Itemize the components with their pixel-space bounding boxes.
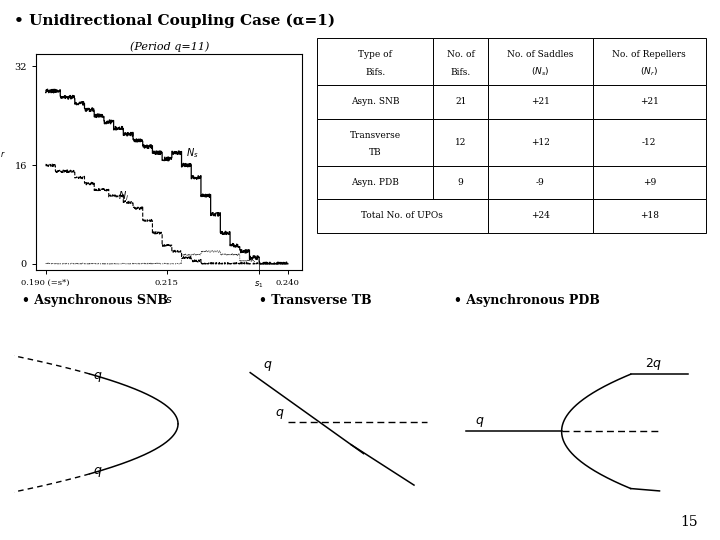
- Text: Total No. of UPOs: Total No. of UPOs: [361, 212, 444, 220]
- Text: Asyn. PDB: Asyn. PDB: [351, 178, 399, 187]
- Title: (Period q=11): (Period q=11): [130, 41, 209, 52]
- Text: +18: +18: [640, 212, 659, 220]
- Text: No. of Saddles: No. of Saddles: [507, 50, 574, 59]
- Bar: [433, 166, 488, 199]
- Bar: [593, 166, 706, 199]
- Text: $q$: $q$: [93, 370, 102, 384]
- Text: • Asynchronous SNB: • Asynchronous SNB: [22, 294, 168, 307]
- Bar: [593, 85, 706, 119]
- Text: +12: +12: [531, 138, 550, 147]
- Bar: [433, 85, 488, 119]
- Text: Bifs.: Bifs.: [451, 68, 471, 77]
- Bar: [488, 85, 593, 119]
- Bar: [317, 85, 433, 119]
- Text: No. of: No. of: [447, 50, 474, 59]
- Text: Bifs.: Bifs.: [365, 68, 385, 77]
- Text: $q$: $q$: [275, 407, 285, 421]
- Text: -9: -9: [536, 178, 545, 187]
- Bar: [317, 199, 488, 233]
- Text: $(N_s)$: $(N_s)$: [531, 66, 549, 78]
- Bar: [593, 38, 706, 85]
- Bar: [488, 166, 593, 199]
- Text: $q$: $q$: [93, 465, 102, 479]
- Text: • Transverse TB: • Transverse TB: [259, 294, 372, 307]
- Text: $q$: $q$: [263, 359, 272, 373]
- Text: $q$: $q$: [475, 415, 485, 429]
- Text: Asyn. SNB: Asyn. SNB: [351, 97, 400, 106]
- Text: $N_i$: $N_i$: [118, 189, 130, 203]
- Text: +21: +21: [531, 97, 550, 106]
- Text: 15: 15: [681, 515, 698, 529]
- Text: +9: +9: [642, 178, 656, 187]
- Bar: [433, 38, 488, 85]
- Text: -12: -12: [642, 138, 657, 147]
- Bar: [433, 119, 488, 166]
- Bar: [488, 38, 593, 85]
- Text: +21: +21: [640, 97, 659, 106]
- Text: $N_s$: $N_s$: [186, 146, 199, 160]
- Bar: [593, 199, 706, 233]
- Text: +24: +24: [531, 212, 550, 220]
- Text: Transverse: Transverse: [349, 131, 401, 140]
- Text: • Asynchronous PDB: • Asynchronous PDB: [454, 294, 600, 307]
- X-axis label: $s$: $s$: [166, 295, 173, 305]
- Bar: [488, 199, 593, 233]
- Y-axis label: $N_{s,r}$: $N_{s,r}$: [0, 147, 6, 162]
- Text: 21: 21: [455, 97, 467, 106]
- Text: No. of Repellers: No. of Repellers: [612, 50, 686, 59]
- Text: $(N_r)$: $(N_r)$: [640, 66, 658, 78]
- Bar: [593, 119, 706, 166]
- Text: TB: TB: [369, 148, 382, 157]
- Bar: [488, 119, 593, 166]
- Text: 9: 9: [458, 178, 464, 187]
- Text: $2q$: $2q$: [645, 356, 662, 372]
- Bar: [317, 38, 433, 85]
- Bar: [317, 119, 433, 166]
- Text: • Unidirectional Coupling Case (α=1): • Unidirectional Coupling Case (α=1): [14, 14, 336, 28]
- Bar: [317, 166, 433, 199]
- Text: 12: 12: [455, 138, 467, 147]
- Text: Type of: Type of: [358, 50, 392, 59]
